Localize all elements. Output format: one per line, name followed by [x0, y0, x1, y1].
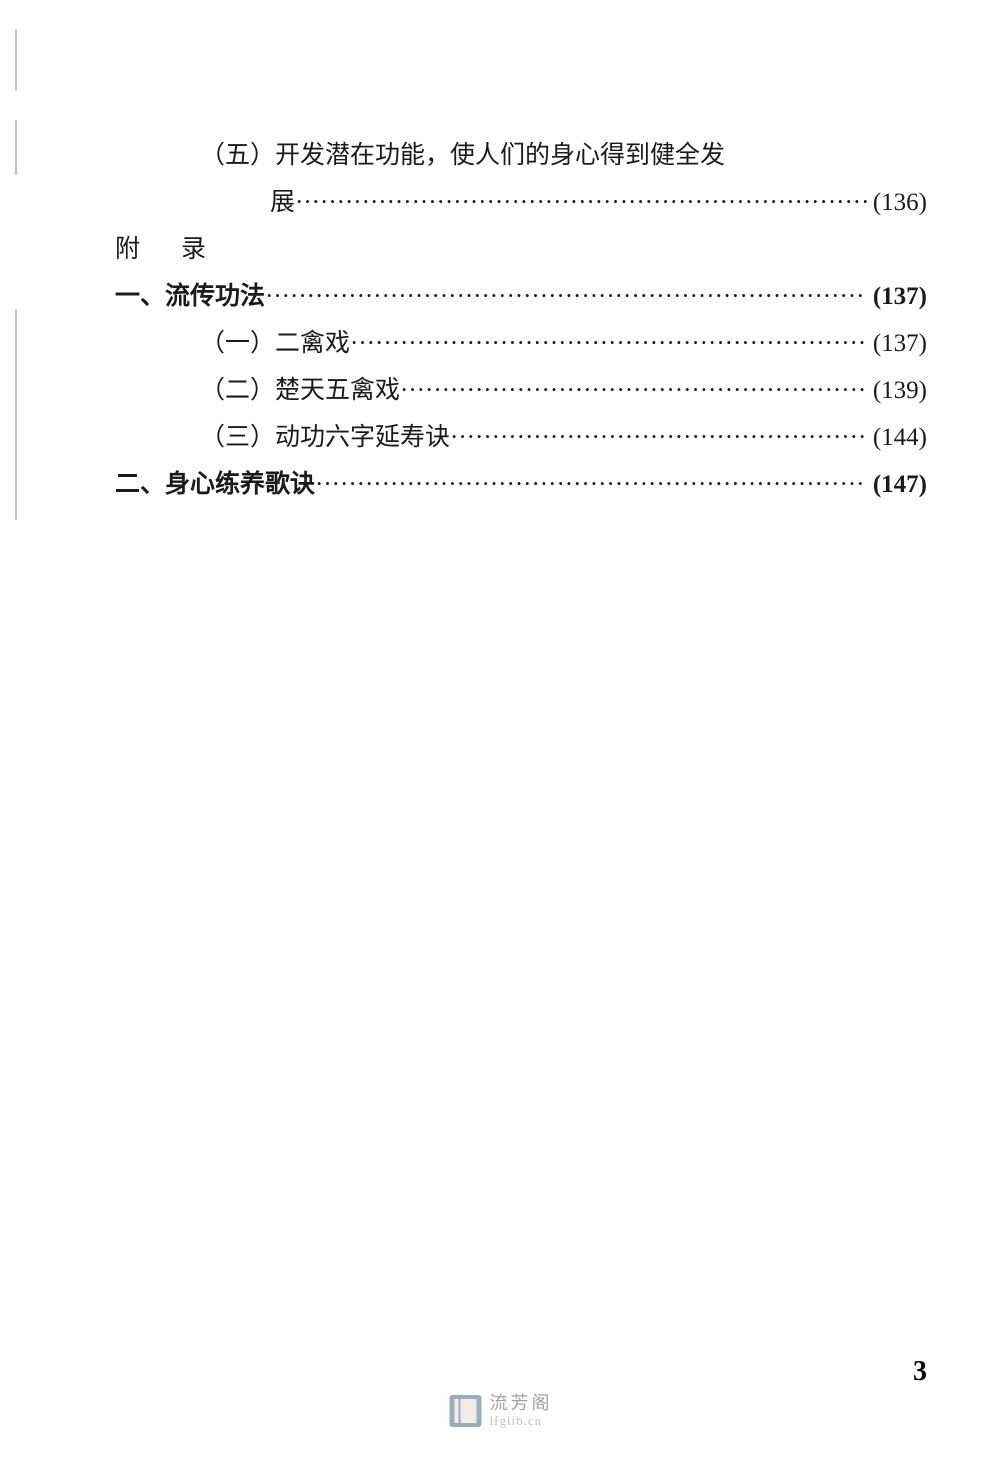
toc-text: （二）楚天五禽戏 — [200, 370, 400, 406]
toc-entry-section-1: 一、流传功法 (137) — [115, 276, 927, 312]
toc-container: （五）开发潜在功能，使人们的身心得到健全发 展 (136) 附 录 一、流传功法… — [115, 135, 927, 511]
toc-text: （一）二禽戏 — [200, 323, 350, 359]
toc-text: 二、身心练养歌诀 — [115, 464, 315, 500]
toc-entry-section-2: 二、身心练养歌诀 (147) — [115, 464, 927, 500]
page-ref: (137) — [867, 330, 927, 358]
watermark-logo-icon — [450, 1395, 482, 1427]
binding-marks — [15, 0, 18, 1458]
leader-dots — [295, 189, 867, 217]
page-ref: (136) — [867, 189, 927, 217]
toc-text: 一、流传功法 — [115, 276, 265, 312]
toc-text: 展 — [270, 182, 295, 218]
toc-entry-5: （五）开发潜在功能，使人们的身心得到健全发 — [115, 135, 927, 171]
toc-entry-1-1: （一）二禽戏 (137) — [115, 323, 927, 359]
watermark-en: lfglib.cn — [490, 1414, 553, 1428]
leader-dots — [350, 330, 867, 358]
watermark-cn: 流芳阁 — [490, 1394, 553, 1414]
appendix-heading: 附 录 — [115, 229, 927, 265]
watermark-text: 流芳阁 lfglib.cn — [490, 1394, 553, 1428]
page-ref: (147) — [867, 471, 927, 499]
leader-dots — [400, 377, 867, 405]
page-ref: (144) — [867, 424, 927, 452]
toc-entry-1-3: （三）动功六字延寿诀 (144) — [115, 417, 927, 453]
toc-entry-1-2: （二）楚天五禽戏 (139) — [115, 370, 927, 406]
toc-entry-5-cont: 展 (136) — [115, 182, 927, 218]
leader-dots — [315, 471, 867, 499]
page-number: 3 — [913, 1356, 927, 1388]
page-ref: (139) — [867, 377, 927, 405]
watermark: 流芳阁 lfglib.cn — [450, 1394, 553, 1428]
page-ref: (137) — [867, 283, 927, 311]
leader-dots — [450, 424, 867, 452]
toc-text: （五）开发潜在功能，使人们的身心得到健全发 — [200, 135, 725, 171]
leader-dots — [265, 283, 867, 311]
toc-text: （三）动功六字延寿诀 — [200, 417, 450, 453]
